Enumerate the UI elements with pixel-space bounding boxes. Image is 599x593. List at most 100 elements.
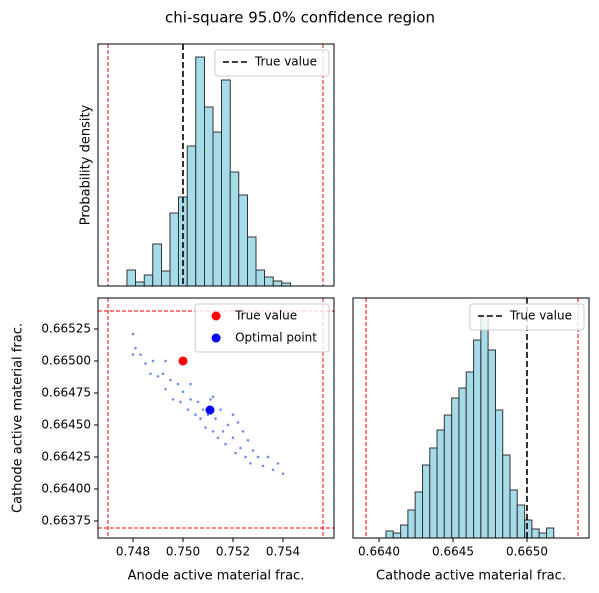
sample-point	[134, 346, 137, 350]
sample-point	[131, 353, 135, 356]
sample-point	[139, 353, 142, 356]
sample-point	[164, 359, 167, 363]
bar	[480, 315, 489, 538]
legend-swatch	[211, 311, 221, 321]
sample-point	[131, 332, 135, 336]
sample-point	[169, 378, 172, 382]
sample-point	[186, 408, 190, 411]
sample-point	[241, 430, 245, 433]
legend-label: Optimal point	[235, 331, 317, 345]
bar	[392, 532, 402, 538]
bar	[221, 79, 231, 286]
legend: True value	[469, 303, 585, 331]
bar	[212, 131, 222, 286]
bar	[195, 56, 205, 286]
bar	[126, 269, 136, 286]
bar	[465, 371, 475, 538]
sample-point	[214, 417, 217, 420]
x-tick-label: 0.6645	[432, 545, 474, 559]
sample-point	[251, 449, 255, 452]
sample-point	[149, 372, 152, 376]
legend-frame	[194, 303, 330, 353]
bar	[487, 349, 496, 538]
bar	[531, 528, 540, 538]
legend-frame	[469, 303, 585, 331]
sample-point	[219, 408, 222, 411]
bar	[502, 454, 511, 538]
sample-point	[249, 462, 252, 465]
sample-point	[156, 375, 160, 378]
sample-point	[221, 430, 225, 433]
sample-point	[226, 423, 230, 427]
bar	[204, 106, 214, 286]
sample-point	[224, 442, 227, 446]
legend-label: True value	[234, 309, 297, 323]
sample-point	[211, 430, 215, 433]
bar	[516, 504, 526, 538]
plot-area	[107, 44, 324, 286]
bar	[422, 464, 431, 538]
bar	[443, 414, 453, 538]
bar	[186, 145, 197, 286]
y-tick-label: 0.66425	[41, 449, 91, 463]
legend-frame	[214, 49, 330, 77]
legend-swatch	[211, 333, 221, 343]
sample-point	[234, 451, 237, 455]
y-tick-label: 0.66375	[41, 513, 91, 527]
bar	[385, 530, 394, 538]
sample-point	[246, 439, 250, 442]
y-tick-label: 0.66500	[41, 353, 91, 367]
x-tick-label: 0.748	[116, 545, 150, 559]
y-axis-label: Cathode active material frac.	[11, 323, 26, 513]
y-tick-label: 0.66400	[41, 481, 91, 495]
sample-point	[194, 413, 197, 417]
plot-area	[365, 298, 579, 538]
bar	[169, 212, 179, 286]
bar	[400, 524, 409, 538]
sample-point	[261, 464, 265, 468]
series-point	[178, 356, 188, 366]
axes-frame	[97, 43, 335, 287]
bar	[509, 489, 518, 538]
bar	[494, 409, 504, 538]
bar	[414, 491, 424, 538]
bar	[473, 339, 482, 538]
sample-point	[276, 462, 280, 465]
sample-point	[144, 362, 147, 365]
sample-point	[209, 398, 212, 401]
y-tick-label: 0.66525	[41, 321, 91, 335]
sample-point	[271, 468, 275, 472]
legend: True value Optimal point	[194, 303, 330, 353]
axes-frame	[352, 297, 590, 539]
sample-point	[231, 413, 235, 417]
axes-frame	[97, 297, 335, 539]
sample-point	[171, 398, 175, 401]
sample-point	[181, 390, 185, 393]
y-tick-label: 0.66450	[41, 417, 91, 431]
bar	[429, 447, 438, 538]
bar	[143, 274, 154, 286]
sample-point	[216, 436, 220, 440]
series-point	[205, 405, 215, 415]
sample-point	[204, 426, 207, 429]
sample-point	[244, 455, 247, 459]
bar	[524, 519, 533, 538]
bar	[538, 532, 548, 538]
bar	[135, 281, 145, 286]
x-axis-label: Anode active material frac.	[128, 569, 305, 584]
sample-point	[256, 455, 260, 459]
legend-label: True value	[509, 309, 572, 323]
y-axis-label: Probability density	[79, 104, 94, 225]
sample-point	[161, 372, 165, 376]
x-tick-label: 0.6650	[506, 545, 548, 559]
sample-point	[211, 395, 215, 399]
bar	[238, 194, 248, 286]
sample-point	[199, 417, 202, 420]
bar	[229, 171, 240, 286]
bar	[546, 527, 555, 538]
bar	[272, 280, 283, 286]
sample-point	[281, 472, 285, 475]
chart-title: chi-square 95.0% confidence region	[165, 9, 435, 27]
sample-point	[201, 408, 205, 411]
bar	[407, 509, 416, 538]
